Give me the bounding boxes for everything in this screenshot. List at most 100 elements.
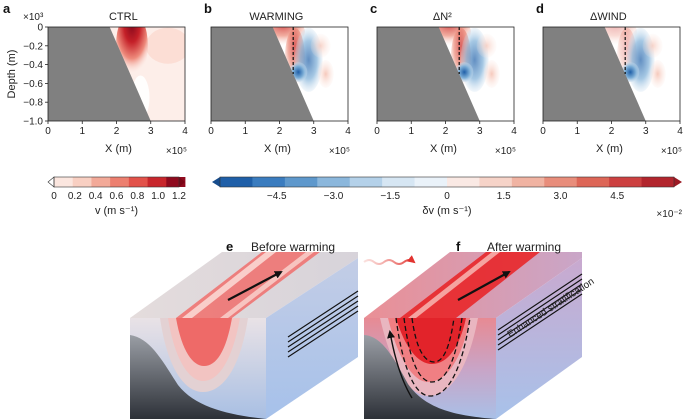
x-tick-label: 1 bbox=[242, 126, 248, 137]
positive-anomaly bbox=[476, 33, 497, 58]
dv-colorbar-frame bbox=[219, 176, 675, 188]
x-tick-label: 2 bbox=[114, 126, 120, 137]
dv-colorbar-tick: 0 bbox=[444, 191, 450, 202]
dv-colorbar-bin bbox=[447, 177, 480, 187]
dv-colorbar-bin bbox=[252, 177, 286, 187]
dv-colorbar-label: δv (m s⁻¹) bbox=[422, 205, 471, 217]
panel-label-a: a bbox=[3, 1, 11, 16]
panel-field-b bbox=[211, 27, 348, 121]
x-scale-label: ×10⁵ bbox=[329, 146, 350, 157]
v-colorbar-bin bbox=[166, 177, 186, 187]
schematic-e-title: Before warming bbox=[251, 240, 335, 254]
v-colorbar-label: v (m s⁻¹) bbox=[95, 205, 138, 217]
v-colorbar-bin bbox=[54, 177, 74, 187]
topography bbox=[543, 27, 646, 121]
panel-label-d: d bbox=[536, 1, 544, 16]
dv-colorbar-extend bbox=[212, 177, 220, 187]
schematic-e-jet-core bbox=[176, 318, 232, 366]
topography bbox=[48, 27, 151, 121]
panel-title-d: ΔWIND bbox=[590, 11, 627, 23]
x-tick-label: 3 bbox=[643, 126, 649, 137]
y-tick-label: −1.0 bbox=[23, 117, 43, 128]
schematic-f: Enhanced stratification f After warming bbox=[363, 239, 596, 419]
x-tick-label: 1 bbox=[79, 126, 85, 137]
schematic-e-strat-lines bbox=[287, 290, 359, 358]
x-tick-label: 3 bbox=[477, 126, 483, 137]
v-colorbar-tick: 0.6 bbox=[110, 191, 124, 202]
v-colorbar-tick: 1.2 bbox=[172, 191, 186, 202]
panel-a: a CTRL 0 1 2 3 4 X (m) ×10⁵ 0 −0.2 −0.4 −0.6 −0.8 −1.0… bbox=[3, 1, 188, 157]
panel-d: d ΔWIND 0 1 2 3 4 X (m) ×10⁵ bbox=[536, 1, 683, 157]
schematic-f-dashed-contours bbox=[395, 317, 471, 397]
positive-anomaly bbox=[642, 33, 663, 58]
topography bbox=[377, 27, 480, 121]
v-colorbar-tick: 1.0 bbox=[151, 191, 165, 202]
x-tick-label: 0 bbox=[45, 126, 51, 137]
dv-colorbar-tick: −4.5 bbox=[267, 191, 287, 202]
x-tick-label: 2 bbox=[277, 126, 283, 137]
schematic-f-circulation-arrow bbox=[387, 330, 413, 399]
panel-label-e: e bbox=[226, 239, 233, 254]
x-tick-label: 4 bbox=[345, 126, 351, 137]
dv-colorbar-bin bbox=[284, 177, 318, 187]
dv-colorbar-bin bbox=[317, 177, 351, 187]
v-colorbar-extend bbox=[47, 176, 55, 188]
x-tick-label: 2 bbox=[609, 126, 615, 137]
panel-field-c bbox=[377, 27, 514, 121]
dv-colorbar-bin bbox=[220, 177, 253, 187]
dv-colorbar-bin bbox=[576, 177, 610, 187]
panel-label-f: f bbox=[456, 239, 461, 254]
x-axis-label: X (m) bbox=[105, 143, 132, 155]
v-colorbar-bin bbox=[91, 177, 111, 187]
v-colorbar-frame bbox=[53, 176, 180, 188]
dv-colorbar-tick: 3.0 bbox=[554, 191, 568, 202]
schematic-e-seabed bbox=[130, 335, 266, 419]
y-scale-label: ×10³ bbox=[23, 12, 44, 23]
x-scale-label: ×10⁵ bbox=[661, 146, 682, 157]
dv-colorbar-extend bbox=[674, 177, 682, 187]
x-axis-label: X (m) bbox=[596, 143, 623, 155]
y-tick-label: −0.6 bbox=[23, 79, 43, 90]
schematic-f-title: After warming bbox=[487, 240, 561, 254]
dv-colorbar-tick: 4.5 bbox=[610, 191, 624, 202]
positive-anomaly bbox=[649, 60, 666, 88]
dv-colorbar-bin bbox=[641, 177, 675, 187]
x-axis-label: X (m) bbox=[264, 143, 291, 155]
y-axis-label: Depth (m) bbox=[6, 50, 18, 99]
positive-anomaly bbox=[145, 27, 185, 64]
v-colorbar-bin bbox=[147, 177, 167, 187]
y-tick-label: −0.4 bbox=[23, 60, 43, 71]
positive-anomaly bbox=[310, 33, 331, 58]
x-scale-label: ×10⁵ bbox=[495, 146, 516, 157]
v-colorbar-bin bbox=[72, 177, 92, 187]
panel-title-a: CTRL bbox=[109, 11, 138, 23]
panel-field-a bbox=[48, 27, 185, 121]
x-scale-label: ×10⁵ bbox=[166, 146, 187, 157]
schematic-f-flow-arrow bbox=[457, 271, 511, 301]
dv-colorbar-bin bbox=[414, 177, 448, 187]
dv-colorbar-tick: 1.5 bbox=[497, 191, 511, 202]
heatmap-panels: a CTRL 0 1 2 3 4 X (m) ×10⁵ 0 −0.2 −0.4 −0.6 −0.8 −1.0… bbox=[3, 1, 683, 157]
schematic-f-strat-lines bbox=[497, 273, 583, 351]
x-tick-label: 4 bbox=[677, 126, 683, 137]
panel-c: c ΔN² 0 1 2 3 4 X (m) ×10⁵ bbox=[370, 1, 517, 157]
v-colorbar-extend bbox=[179, 177, 185, 187]
x-tick-label: 3 bbox=[311, 126, 317, 137]
panel-title-c: ΔN² bbox=[433, 11, 452, 23]
warming-wavy-arrow bbox=[363, 255, 416, 265]
x-tick-label: 0 bbox=[540, 126, 546, 137]
x-tick-label: 4 bbox=[511, 126, 517, 137]
topography bbox=[211, 27, 314, 121]
x-tick-label: 1 bbox=[574, 126, 580, 137]
v-colorbar-tick: 0.2 bbox=[68, 191, 82, 202]
panel-field-d bbox=[543, 27, 680, 121]
dv-colorbar-bin bbox=[382, 177, 415, 187]
x-tick-label: 4 bbox=[182, 126, 188, 137]
dv-colorbar-tick: −1.5 bbox=[380, 191, 400, 202]
dv-colorbar-bin bbox=[609, 177, 642, 187]
x-tick-label: 0 bbox=[208, 126, 214, 137]
panel-label-c: c bbox=[370, 1, 377, 16]
panel-title-b: WARMING bbox=[249, 11, 303, 23]
panel-b: b WARMING 0 1 2 3 4 X (m) ×10⁵ bbox=[204, 1, 351, 157]
